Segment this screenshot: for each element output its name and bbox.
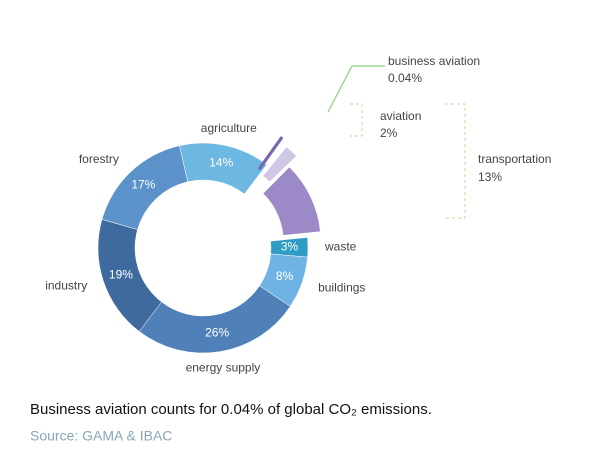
slice xyxy=(101,145,189,230)
value-label: 8% xyxy=(276,269,294,283)
category-label: energy supply xyxy=(186,361,261,375)
category-label: forestry xyxy=(79,152,119,166)
value-label: 14% xyxy=(209,156,233,170)
bracket xyxy=(445,103,466,219)
category-label: aviation xyxy=(380,109,421,123)
leader-line xyxy=(327,65,385,113)
value-label: 0.04% xyxy=(388,71,422,85)
value-label: 3% xyxy=(281,240,299,254)
category-label: waste xyxy=(324,239,357,253)
value-label: 13% xyxy=(478,170,502,184)
slice xyxy=(258,136,283,170)
bracket xyxy=(350,103,363,137)
value-label: 19% xyxy=(109,267,133,281)
category-label: buildings xyxy=(318,281,365,295)
slice xyxy=(179,142,268,195)
category-label: agriculture xyxy=(201,121,257,135)
category-label: transportation xyxy=(478,152,551,166)
caption: Business aviation counts for 0.04% of gl… xyxy=(30,401,432,418)
source: Source: GAMA & IBAC xyxy=(30,428,172,444)
slice xyxy=(263,167,321,236)
slice xyxy=(263,147,297,182)
category-label: industry xyxy=(45,279,87,293)
value-label: 2% xyxy=(380,126,398,140)
value-label: 17% xyxy=(131,178,155,192)
category-label: business aviation xyxy=(388,54,480,68)
value-label: 26% xyxy=(205,326,229,340)
slice xyxy=(138,285,291,354)
